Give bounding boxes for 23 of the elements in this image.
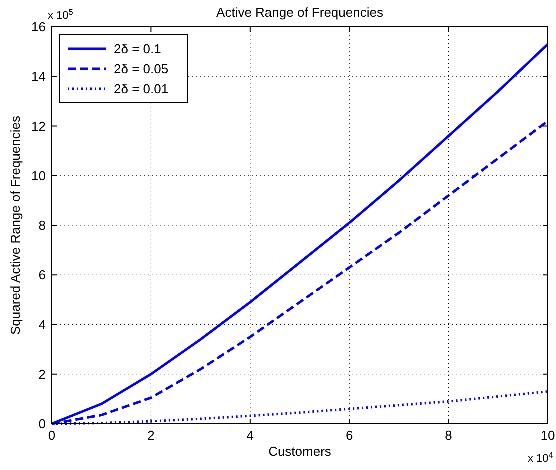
text: x 10$^{5}$ <box>48 8 74 22</box>
x-tick-label: 6 <box>346 428 354 443</box>
y-tick-label: 12 <box>32 118 46 134</box>
x-tick-label: 8 <box>445 428 452 443</box>
x-tick-label: 2 <box>148 428 155 443</box>
chart-title: Active Range of Frequencies <box>216 5 384 20</box>
y-axis-title: Squared Active Range of Frequencies <box>8 116 23 335</box>
y-tick-label: 4 <box>38 317 46 332</box>
text: x 10$^{4}$ <box>528 450 554 465</box>
y-tick-label: 14 <box>32 69 46 84</box>
x-tick-label: 4 <box>246 428 254 443</box>
y-tick-label: 2 <box>38 366 46 382</box>
legend-label: 2δ = 0.05 <box>114 62 169 76</box>
y-tick-label: 10 <box>32 168 46 184</box>
legend-label: 2δ = 0.01 <box>114 82 169 96</box>
legend-label: 2δ = 0.1 <box>114 42 162 56</box>
y-tick-label: 16 <box>32 20 46 34</box>
y-tick-label: 8 <box>38 218 46 233</box>
y-tick-label: 6 <box>38 268 46 283</box>
x-tick-label: 10 <box>540 428 556 443</box>
x-axis-title: Customers <box>268 444 332 459</box>
x-tick-label: 0 <box>48 428 56 443</box>
y-tick-label: 0 <box>38 416 46 432</box>
